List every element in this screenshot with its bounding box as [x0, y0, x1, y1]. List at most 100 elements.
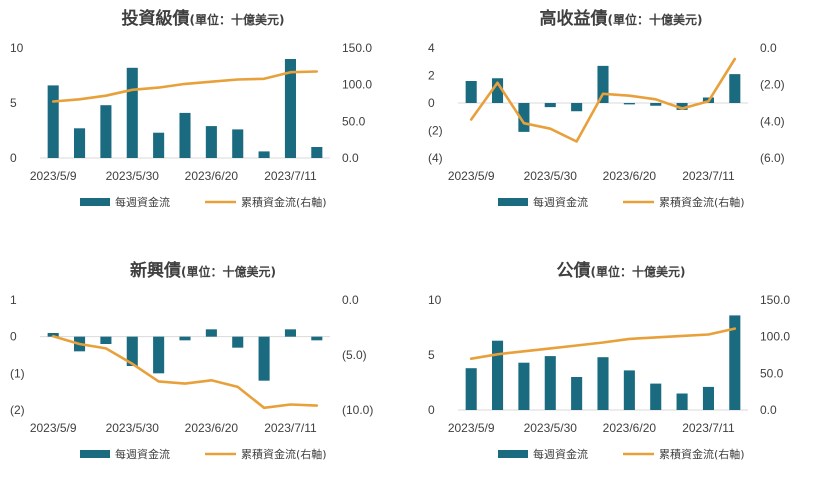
left-axis-tick-label: (4) — [428, 151, 443, 165]
legend-bar-label: 每週資金流 — [533, 447, 588, 461]
weekly-flow-bar — [47, 85, 59, 158]
legend: 每週資金流 累積資金流(右軸) — [498, 195, 745, 209]
right-axis-tick-label: 50.0 — [342, 114, 366, 128]
right-axis-tick-label: 50.0 — [760, 366, 784, 380]
weekly-flow-bar — [311, 147, 323, 158]
legend-bar-swatch — [498, 450, 528, 458]
chart-panel-high-yield: 高收益債(單位：十億美元) (4) (2) 0 2 4 (6.0) (4.0) (2.0) 0.0… — [418, 0, 836, 225]
weekly-flow-bar — [571, 377, 583, 410]
weekly-flow-bar — [126, 336, 138, 366]
weekly-flow-bar — [544, 103, 556, 108]
x-axis-tick-label: 2023/7/11 — [264, 169, 317, 183]
right-axis-tick-label: 100.0 — [760, 330, 790, 344]
left-axis-tick-label: 0 — [428, 403, 435, 417]
right-axis-tick-label: 150.0 — [342, 41, 372, 55]
chart-title: 新興債(單位：十億美元) — [130, 260, 276, 281]
x-axis-tick-label: 2023/5/9 — [30, 169, 77, 183]
x-axis-tick-label: 2023/7/11 — [682, 421, 735, 435]
x-axis-tick-label: 2023/5/30 — [106, 421, 160, 435]
chart-title-main: 高收益債 — [540, 8, 608, 29]
weekly-flow-bar — [179, 336, 191, 341]
weekly-flow-bar — [284, 59, 296, 158]
left-axis-tick-label: 0 — [10, 151, 17, 165]
chart-svg: 高收益債(單位：十億美元) (4) (2) 0 2 4 (6.0) (4.0) (2.0) 0.0… — [428, 8, 785, 209]
chart-title-unit: (單位：十億美元) — [181, 264, 276, 279]
right-axis-tick-label: 0.0 — [342, 293, 359, 307]
right-axis-tick-label: (2.0) — [760, 78, 785, 92]
chart-title-unit: (單位：十億美元) — [190, 12, 285, 27]
legend-line-label: 累積資金流(右軸) — [241, 195, 327, 209]
left-axis-tick-label: 5 — [10, 96, 17, 110]
left-axis-tick-label: 10 — [10, 41, 24, 55]
legend: 每週資金流 累積資金流(右軸) — [80, 447, 327, 461]
chart-title: 高收益債(單位：十億美元) — [540, 8, 703, 29]
weekly-flow-bar — [74, 128, 86, 158]
right-axis-tick-label: (5.0) — [342, 348, 367, 362]
left-axis-tick-label: 10 — [428, 293, 442, 307]
x-axis-tick-label: 2023/6/20 — [185, 169, 239, 183]
weekly-flow-bar — [258, 336, 270, 381]
weekly-flow-bar — [284, 329, 296, 337]
x-axis-tick-label: 2023/5/9 — [448, 169, 495, 183]
right-axis-tick-label: 0.0 — [760, 41, 777, 55]
weekly-flow-bar — [205, 329, 217, 337]
weekly-flow-bar — [100, 336, 112, 344]
right-axis-tick-label: 100.0 — [342, 78, 372, 92]
x-axis-tick-label: 2023/7/11 — [682, 169, 735, 183]
chart-svg: 新興債(單位：十億美元) (2) (1) 0 1 (10.0) (5.0) 0.0 2023/5… — [10, 260, 373, 461]
x-axis-tick-label: 2023/6/20 — [603, 169, 657, 183]
chart-panel-emerging-market: 新興債(單位：十億美元) (2) (1) 0 1 (10.0) (5.0) 0.0 2023/5… — [0, 252, 418, 477]
legend: 每週資金流 累積資金流(右軸) — [80, 195, 327, 209]
weekly-flow-bar — [311, 336, 323, 341]
legend-bar-swatch — [498, 198, 528, 206]
weekly-flow-bar — [232, 336, 244, 348]
weekly-flow-bar — [465, 368, 477, 410]
x-axis-tick-label: 2023/5/30 — [106, 169, 160, 183]
weekly-flow-bar — [676, 103, 688, 110]
cumulative-flow-line — [51, 335, 319, 410]
weekly-flow-bar — [518, 362, 530, 410]
chart-title-main: 公債 — [557, 260, 591, 281]
weekly-flow-bar — [597, 65, 609, 103]
weekly-flow-bar — [153, 336, 165, 374]
legend-bar-label: 每週資金流 — [115, 447, 170, 461]
legend-line-label: 累積資金流(右軸) — [241, 447, 327, 461]
right-axis-tick-label: (6.0) — [760, 151, 785, 165]
weekly-flow-bar — [676, 393, 688, 410]
chart-panel-investment-grade: 投資級債(單位：十億美元) 0 5 10 0.0 50.0 100.0 150.0 2023/5… — [0, 0, 418, 225]
weekly-flow-bar — [650, 383, 662, 410]
left-axis-tick-label: 0 — [428, 96, 435, 110]
legend-bar-swatch — [80, 450, 110, 458]
x-axis-tick-label: 2023/5/30 — [524, 169, 578, 183]
weekly-flow-bar — [47, 333, 59, 337]
chart-title: 投資級債(單位：十億美元) — [122, 8, 285, 29]
x-axis-tick-label: 2023/5/30 — [524, 421, 578, 435]
left-axis-tick-label: 5 — [428, 348, 435, 362]
weekly-flow-bar — [544, 356, 556, 410]
right-axis-tick-label: 150.0 — [760, 293, 790, 307]
chart-title-unit: (單位：十億美元) — [591, 264, 686, 279]
weekly-flow-bar — [100, 105, 112, 158]
legend-bar-label: 每週資金流 — [115, 195, 170, 209]
weekly-flow-bar — [205, 126, 217, 158]
legend: 每週資金流 累積資金流(右軸) — [498, 447, 745, 461]
legend-bar-swatch — [80, 198, 110, 206]
left-axis-tick-label: 1 — [10, 293, 17, 307]
left-axis-tick-label: 0 — [10, 330, 17, 344]
cumulative-flow-line — [469, 57, 737, 143]
x-axis-tick-label: 2023/6/20 — [603, 421, 657, 435]
right-axis-tick-label: (10.0) — [342, 403, 373, 417]
weekly-flow-bar — [492, 340, 504, 410]
right-axis-tick-label: 0.0 — [342, 151, 359, 165]
left-axis-tick-label: (2) — [428, 124, 443, 138]
chart-svg: 投資級債(單位：十億美元)05100.050.0100.0150.02023/5… — [10, 8, 372, 209]
weekly-flow-bar — [153, 132, 165, 158]
chart-title-main: 投資級債 — [122, 8, 190, 29]
weekly-flow-bar — [623, 103, 635, 105]
cumulative-flow-line — [51, 70, 319, 103]
left-axis-tick-label: 4 — [428, 41, 435, 55]
weekly-flow-bar — [492, 78, 504, 103]
weekly-flow-bar — [623, 370, 635, 410]
chart-panel-government: 公債(單位：十億美元) 0 5 10 0.0 50.0 100.0 150.0 2023/5/9… — [418, 252, 836, 477]
